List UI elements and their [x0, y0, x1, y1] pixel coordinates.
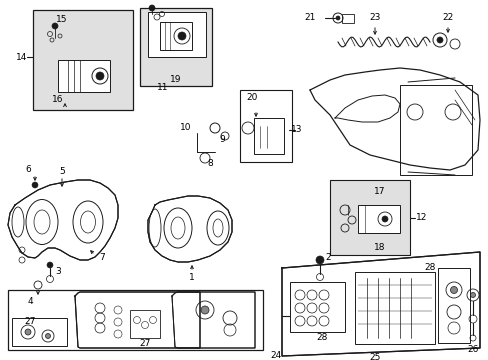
Text: 16: 16 [52, 95, 63, 104]
Text: 22: 22 [442, 13, 453, 22]
Text: 9: 9 [219, 135, 224, 144]
Circle shape [335, 16, 339, 20]
Bar [357, 205, 399, 233]
Text: 18: 18 [373, 243, 385, 252]
Text: 19: 19 [170, 76, 182, 85]
Text: 28: 28 [316, 333, 327, 342]
Circle shape [436, 37, 442, 43]
Text: 6: 6 [25, 166, 31, 175]
Circle shape [25, 329, 31, 335]
Bar [253, 118, 284, 154]
Circle shape [315, 256, 324, 264]
Text: 27: 27 [139, 339, 150, 348]
Bar [240, 90, 291, 162]
Polygon shape [148, 196, 231, 262]
Text: 17: 17 [373, 188, 385, 197]
Polygon shape [172, 292, 254, 348]
Circle shape [449, 287, 457, 293]
Text: 3: 3 [55, 267, 61, 276]
Text: 1: 1 [189, 274, 195, 283]
Text: 27: 27 [24, 318, 36, 327]
Bar [289, 282, 345, 332]
Circle shape [52, 23, 58, 29]
Text: 28: 28 [424, 264, 435, 273]
Text: 13: 13 [291, 126, 302, 135]
Bar [354, 272, 434, 344]
Text: 10: 10 [180, 123, 191, 132]
Text: 8: 8 [207, 159, 212, 168]
Circle shape [47, 262, 53, 268]
Bar [8, 290, 263, 350]
Text: 14: 14 [16, 53, 28, 62]
Text: 2: 2 [325, 253, 330, 262]
Bar [12, 318, 67, 346]
Text: 4: 4 [27, 297, 33, 306]
Polygon shape [75, 292, 200, 348]
Text: 20: 20 [246, 94, 257, 103]
Text: 5: 5 [59, 167, 65, 176]
Circle shape [32, 182, 38, 188]
Circle shape [469, 292, 474, 297]
Text: 21: 21 [304, 13, 315, 22]
Text: 12: 12 [415, 213, 427, 222]
Bar [148, 12, 205, 57]
Bar [130, 310, 160, 338]
Circle shape [96, 72, 104, 80]
Bar [329, 180, 409, 255]
Circle shape [45, 333, 50, 338]
Bar [33, 10, 133, 110]
Text: 25: 25 [368, 354, 380, 360]
Text: 7: 7 [99, 253, 104, 262]
Text: 23: 23 [368, 13, 380, 22]
Bar [160, 22, 192, 50]
Text: 11: 11 [157, 84, 168, 93]
Circle shape [201, 306, 208, 314]
Circle shape [381, 216, 387, 222]
Circle shape [149, 5, 155, 11]
Polygon shape [8, 180, 118, 260]
Bar [341, 14, 353, 23]
Polygon shape [282, 252, 479, 356]
Bar [437, 268, 469, 343]
Text: 24: 24 [270, 351, 282, 360]
Bar [58, 60, 110, 92]
Bar [140, 8, 212, 86]
Text: 26: 26 [467, 346, 478, 355]
Circle shape [178, 32, 185, 40]
Text: 15: 15 [56, 15, 68, 24]
Bar [399, 85, 471, 175]
